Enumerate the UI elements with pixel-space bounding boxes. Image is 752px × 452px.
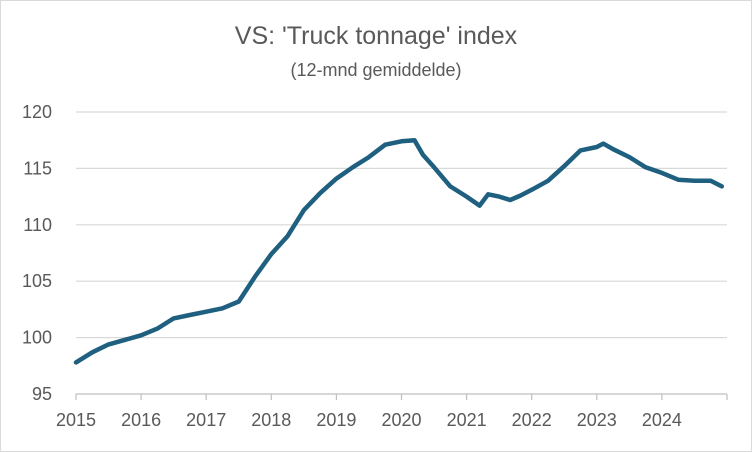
y-tick-label: 115 xyxy=(23,158,52,178)
x-tick-label: 2017 xyxy=(186,410,226,430)
y-tick-label: 100 xyxy=(22,328,52,348)
y-tick-label: 110 xyxy=(23,215,52,235)
x-tick-label: 2023 xyxy=(577,410,617,430)
y-tick-label: 105 xyxy=(22,271,52,291)
x-tick-label: 2020 xyxy=(381,410,421,430)
x-tick-label: 2016 xyxy=(121,410,161,430)
chart-subtitle: (12-mnd gemiddelde) xyxy=(290,60,462,80)
x-tick-label: 2015 xyxy=(56,410,96,430)
x-tick-label: 2022 xyxy=(512,410,552,430)
series-line-truck-tonnage xyxy=(73,137,725,365)
x-tick-label: 2019 xyxy=(316,410,356,430)
x-tick-label: 2018 xyxy=(251,410,291,430)
x-tick-label: 2021 xyxy=(447,410,487,430)
y-tick-label: 120 xyxy=(22,102,52,122)
chart-title: VS: 'Truck tonnage' index xyxy=(234,22,518,50)
y-tick-label: 95 xyxy=(32,384,52,404)
x-tick-label: 2024 xyxy=(642,410,682,430)
